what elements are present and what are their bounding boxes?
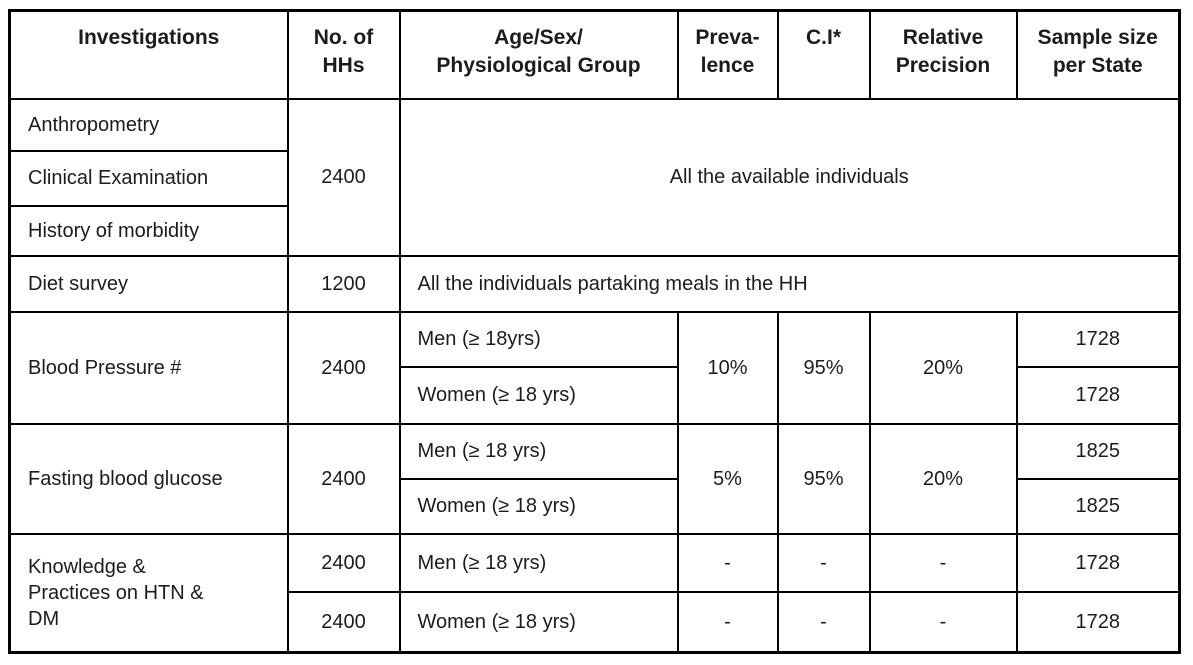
cell-investigation-anthropometry: Anthropometry (8, 97, 289, 152)
table-row-knowledge-men: Knowledge & Practices on HTN & DM 2400 M… (8, 532, 1181, 654)
cell-prevalence-bp: 10% (676, 310, 779, 425)
cell-group-knowledge-men: Men (≥ 18 yrs) (398, 532, 679, 593)
col-header-investigations: Investigations (8, 9, 289, 100)
table-row-fasting-glucose-men: Fasting blood glucose 2400 Men (≥ 18 yrs… (8, 422, 1181, 535)
cell-sample-knowledge-women: 1728 (1015, 590, 1181, 654)
table-row-anthropometry: Anthropometry 2400 All the available ind… (8, 97, 1181, 257)
col-header-prevalence: Preva- lence (676, 9, 779, 100)
col-header-relative-precision: Relative Precision (868, 9, 1018, 100)
cell-investigation-fasting-glucose: Fasting blood glucose (8, 422, 289, 535)
table-row-diet-survey: Diet survey 1200 All the individuals par… (8, 254, 1181, 313)
table-row-history-of-morbidity: History of morbidity (8, 204, 1180, 257)
cell-prevalence-fbg: 5% (676, 422, 779, 535)
cell-prevalence-knowledge-women: - (676, 590, 779, 654)
cell-ci-knowledge-men: - (776, 532, 871, 593)
cell-coverage-diet: All the individuals partaking meals in t… (398, 254, 1181, 313)
cell-group-fbg-women: Women (≥ 18 yrs) (398, 477, 679, 535)
cell-hhs-blood-pressure: 2400 (286, 310, 401, 425)
survey-design-table: Investigations No. of HHs Age/Sex/ Physi… (8, 9, 1181, 654)
cell-group-bp-women: Women (≥ 18 yrs) (398, 365, 679, 425)
table-row-knowledge-women: 2400 Women (≥ 18 yrs) - - - 1728 (10, 590, 1181, 654)
cell-group-fbg-men: Men (≥ 18 yrs) (398, 422, 679, 480)
cell-hhs-knowledge-men: 2400 (286, 532, 401, 593)
cell-hhs-diet: 1200 (286, 254, 401, 313)
cell-precision-fbg: 20% (868, 422, 1018, 535)
survey-design-table-container: Investigations No. of HHs Age/Sex/ Physi… (8, 9, 1181, 654)
table-row-clinical-examination: Clinical Examination (8, 149, 1180, 207)
cell-investigation-morbidity: History of morbidity (8, 204, 289, 257)
cell-sample-fbg-men: 1825 (1015, 422, 1181, 480)
table-row-blood-pressure-women: Women (≥ 18 yrs) 1728 (10, 365, 1181, 425)
cell-coverage-group1: All the available individuals (398, 97, 1181, 257)
cell-precision-knowledge-women: - (868, 590, 1018, 654)
cell-group-bp-men: Men (≥ 18yrs) (398, 310, 679, 368)
cell-prevalence-knowledge-men: - (676, 532, 779, 593)
col-header-sample-size: Sample size per State (1015, 9, 1181, 100)
cell-sample-bp-men: 1728 (1015, 310, 1181, 368)
cell-sample-bp-women: 1728 (1015, 365, 1181, 425)
table-row-blood-pressure-men: Blood Pressure # 2400 Men (≥ 18yrs) 10% … (8, 310, 1181, 425)
cell-ci-bp: 95% (776, 310, 871, 425)
col-header-age-sex-group: Age/Sex/ Physiological Group (398, 9, 679, 100)
cell-investigation-diet: Diet survey (8, 254, 289, 313)
col-header-no-of-hhs: No. of HHs (286, 9, 401, 100)
cell-hhs-fasting-glucose: 2400 (286, 422, 401, 535)
cell-hhs-knowledge-women: 2400 (286, 590, 401, 654)
col-header-ci: C.I* (776, 9, 871, 100)
cell-group-knowledge-women: Women (≥ 18 yrs) (398, 590, 679, 654)
cell-precision-knowledge-men: - (868, 532, 1018, 593)
cell-precision-bp: 20% (868, 310, 1018, 425)
header-row: Investigations No. of HHs Age/Sex/ Physi… (8, 9, 1181, 100)
cell-sample-knowledge-men: 1728 (1015, 532, 1181, 593)
cell-investigation-blood-pressure: Blood Pressure # (8, 310, 289, 425)
cell-investigation-clinical: Clinical Examination (8, 149, 289, 207)
cell-hhs-group1: 2400 (286, 97, 401, 257)
cell-ci-fbg: 95% (776, 422, 871, 535)
cell-investigation-knowledge: Knowledge & Practices on HTN & DM (8, 532, 289, 654)
cell-sample-fbg-women: 1825 (1015, 477, 1181, 535)
cell-ci-knowledge-women: - (776, 590, 871, 654)
table-row-fasting-glucose-women: Women (≥ 18 yrs) 1825 (10, 477, 1181, 535)
